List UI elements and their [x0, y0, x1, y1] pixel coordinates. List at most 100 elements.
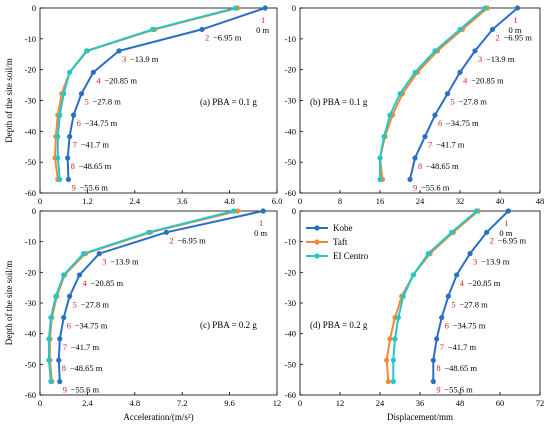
data-point — [390, 378, 396, 385]
depth-label: −20.85 m — [91, 278, 124, 288]
point-number: 9 — [71, 182, 75, 192]
panel-b: 0 8 16 24 32 40 480-10-20-30-40-50-60(b) PBA =… — [285, 3, 545, 206]
point-number: 2 — [205, 32, 209, 42]
data-point — [432, 48, 438, 54]
x-axis-label: Acceleration/(m/s²) — [123, 412, 193, 422]
depth-label: −6.95 m — [498, 235, 527, 245]
data-point — [57, 112, 63, 118]
depth-label: −13.9 m — [481, 257, 510, 267]
y-tick-label: -50 — [25, 359, 36, 369]
point-number: 2 — [490, 235, 494, 245]
x-tick-label: 0 — [298, 196, 302, 206]
data-point — [412, 155, 418, 161]
panel-label: (c) PBA = 0.2 g — [200, 320, 257, 330]
data-point — [70, 112, 77, 118]
data-point — [199, 26, 205, 33]
x-tick-label: 6.0 — [272, 196, 283, 206]
x-tick-label: 1.2 — [82, 196, 93, 206]
x-tick-label: 4.8 — [224, 196, 235, 206]
y-tick-label: -40 — [285, 329, 296, 339]
data-point — [116, 48, 122, 54]
point-number: 1 — [259, 218, 263, 228]
legend-entry: Taft — [333, 237, 348, 247]
data-point — [57, 378, 63, 385]
x-tick-label: 3.6 — [177, 196, 188, 206]
data-point — [482, 5, 488, 11]
point-number: 8 — [436, 363, 440, 373]
data-point — [61, 314, 67, 321]
point-number: 4 — [463, 75, 468, 85]
depth-label: −41.7 m — [448, 342, 477, 352]
depth-label: 0 m — [254, 228, 267, 238]
y-axis-label: Depth of the site soil/m — [4, 58, 14, 143]
depth-label: −55.6 m — [421, 182, 450, 192]
y-tick-label: -60 — [25, 188, 36, 198]
data-point — [454, 272, 460, 278]
legend: Kobe Taft EI Centro — [306, 223, 369, 261]
depth-label: −13.9 m — [110, 257, 139, 267]
data-point — [46, 357, 52, 363]
point-number: 4 — [83, 278, 88, 288]
point-number: 7 — [63, 342, 67, 352]
data-point — [444, 91, 451, 97]
depth-label: −27.8 m — [92, 97, 121, 107]
depth-label: −13.9 m — [130, 54, 159, 64]
data-point — [65, 176, 72, 183]
x-tick-label: 8 — [338, 196, 342, 206]
data-point — [410, 272, 416, 278]
data-point — [449, 229, 455, 235]
data-point — [390, 357, 396, 363]
data-point — [146, 229, 152, 235]
depth-label: −34.75 m — [453, 321, 486, 331]
depth-label: −20.85 m — [104, 75, 137, 85]
point-number: 8 — [71, 161, 75, 171]
data-point — [445, 293, 451, 299]
data-point — [407, 176, 413, 183]
depth-label: −34.75 m — [75, 321, 108, 331]
point-number: 7 — [440, 342, 444, 352]
depth-label: −34.75 m — [85, 118, 118, 128]
depth-label: −6.95 m — [504, 32, 533, 42]
data-point — [84, 48, 90, 54]
data-point — [76, 272, 83, 278]
panel-d: 0 12 24 36 48 60 720-10-20-30-40-50-60Displace… — [285, 206, 545, 422]
y-tick-label: -20 — [25, 65, 36, 75]
data-point — [430, 378, 436, 385]
depth-label: −6.95 m — [177, 235, 206, 245]
point-number: 1 — [513, 15, 517, 25]
data-point — [430, 357, 436, 363]
depth-label: −55.6 m — [444, 385, 473, 395]
point-number: 1 — [261, 15, 265, 25]
point-number: 3 — [473, 257, 477, 267]
point-number: 5 — [84, 97, 88, 107]
data-point — [61, 272, 67, 278]
y-tick-label: -30 — [25, 96, 36, 106]
data-point — [422, 133, 428, 140]
data-point — [505, 208, 511, 214]
legend-marker — [314, 253, 320, 259]
x-tick-label: 12 — [336, 398, 345, 408]
x-tick-label: 48 — [456, 398, 465, 408]
depth-label: −20.85 m — [468, 278, 501, 288]
data-point — [55, 133, 61, 140]
y-tick-label: -10 — [25, 34, 36, 44]
y-tick-label: -60 — [25, 390, 36, 400]
y-tick-label: -60 — [285, 188, 296, 198]
y-tick-label: -10 — [25, 237, 36, 247]
x-tick-label: 32 — [456, 196, 465, 206]
data-point — [96, 251, 102, 257]
depth-label: −55.6 m — [71, 385, 100, 395]
point-number: 9 — [436, 385, 440, 395]
y-tick-label: -40 — [25, 126, 36, 136]
point-number: 7 — [428, 140, 432, 150]
point-number: 1 — [504, 218, 508, 228]
data-point — [90, 69, 96, 75]
x-tick-label: 60 — [496, 398, 505, 408]
point-number: 9 — [63, 385, 67, 395]
y-tick-label: -30 — [285, 96, 296, 106]
point-number: 2 — [496, 32, 500, 42]
depth-label: −6.95 m — [213, 32, 242, 42]
point-number: 8 — [418, 161, 422, 171]
data-point — [514, 5, 521, 11]
data-point — [385, 378, 391, 385]
